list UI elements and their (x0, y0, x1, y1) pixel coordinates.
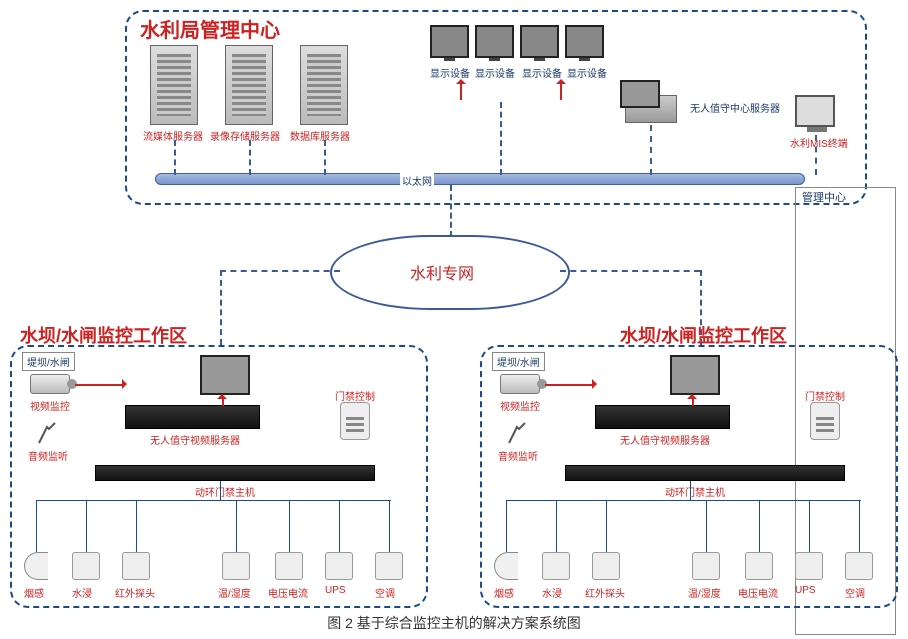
s0l: 烟感 (24, 585, 44, 600)
camera-right (500, 374, 540, 394)
cloud-label: 水利专网 (410, 260, 474, 284)
system-diagram: 水利局管理中心 流媒体服务器 录像存储服务器 数据库服务器 显示设备 显示设备 … (0, 0, 908, 639)
sensor-water-left (72, 552, 100, 580)
server-streaming (150, 45, 198, 125)
server-database (300, 45, 348, 125)
work-title-left: 水坝/水闸监控工作区 (20, 322, 187, 348)
s2l: 红外探头 (115, 585, 155, 600)
sensor-ir-left (122, 552, 150, 580)
sensor-ups-left (325, 552, 353, 580)
unattended-video-left: 无人值守视频服务器 (150, 432, 240, 447)
s6l: 空调 (375, 585, 395, 600)
access-label-right: 门禁控制 (805, 388, 845, 403)
sensor-volt-right (745, 552, 773, 580)
figure-caption: 图 2 基于综合监控主机的解决方案系统图 (0, 613, 908, 633)
label-recording: 录像存储服务器 (210, 128, 280, 143)
sensor-temp-right (692, 552, 720, 580)
video-label-left: 视频监控 (30, 398, 70, 413)
s5r: UPS (795, 585, 816, 596)
s0r: 烟感 (494, 585, 514, 600)
keypad-left (340, 402, 370, 440)
host-bar-right (565, 465, 845, 481)
s1l: 水浸 (72, 585, 92, 600)
s2r: 红外探头 (585, 585, 625, 600)
sensor-ir-right (592, 552, 620, 580)
work-title-right: 水坝/水闸监控工作区 (620, 322, 787, 348)
nvr-left (125, 405, 260, 429)
sensor-temp-left (222, 552, 250, 580)
s1r: 水浸 (542, 585, 562, 600)
mic-right (505, 420, 529, 446)
dam-tag-left: 堤坝/水闸 (22, 352, 75, 371)
video-label-right: 视频监控 (500, 398, 540, 413)
display-1 (430, 25, 469, 58)
camera-left (30, 374, 70, 394)
ethernet-bus (155, 173, 805, 185)
label-unattended: 无人值守中心服务器 (690, 100, 780, 115)
s5l: UPS (325, 585, 346, 596)
unattended-video-right: 无人值守视频服务器 (620, 432, 710, 447)
sensor-smoke-left (24, 552, 48, 580)
display-4 (565, 25, 604, 58)
label-disp2: 显示设备 (475, 65, 515, 80)
label-database: 数据库服务器 (290, 128, 350, 143)
dam-tag-right: 堤坝/水闸 (492, 352, 545, 371)
sensor-volt-left (275, 552, 303, 580)
ethernet-label: 以太网 (400, 173, 434, 188)
sensor-ac-right (845, 552, 873, 580)
display-2 (475, 25, 514, 58)
sensor-water-right (542, 552, 570, 580)
s6r: 空调 (845, 585, 865, 600)
label-mis: 水利MIS终端 (790, 135, 848, 150)
mic-left (35, 420, 59, 446)
sensor-smoke-right (494, 552, 518, 580)
s3l: 温/湿度 (218, 585, 251, 600)
host-label-left: 动环门禁主机 (195, 484, 255, 499)
sensor-ac-left (375, 552, 403, 580)
mgmt-title: 水利局管理中心 (140, 14, 280, 43)
access-label-left: 门禁控制 (335, 388, 375, 403)
host-label-right: 动环门禁主机 (665, 484, 725, 499)
label-disp4: 显示设备 (567, 65, 607, 80)
server-recording (225, 45, 273, 125)
nvr-right (595, 405, 730, 429)
s4l: 电压电流 (268, 585, 308, 600)
display-3 (520, 25, 559, 58)
mis-terminal (795, 95, 835, 127)
unattended-monitor (620, 80, 660, 108)
audio-label-right: 音频监听 (498, 448, 538, 463)
s4r: 电压电流 (738, 585, 778, 600)
keypad-right (810, 402, 840, 440)
s3r: 温/湿度 (688, 585, 721, 600)
sensor-ups-right (795, 552, 823, 580)
label-streaming: 流媒体服务器 (143, 128, 203, 143)
audio-label-left: 音频监听 (28, 448, 68, 463)
host-bar-left (95, 465, 375, 481)
